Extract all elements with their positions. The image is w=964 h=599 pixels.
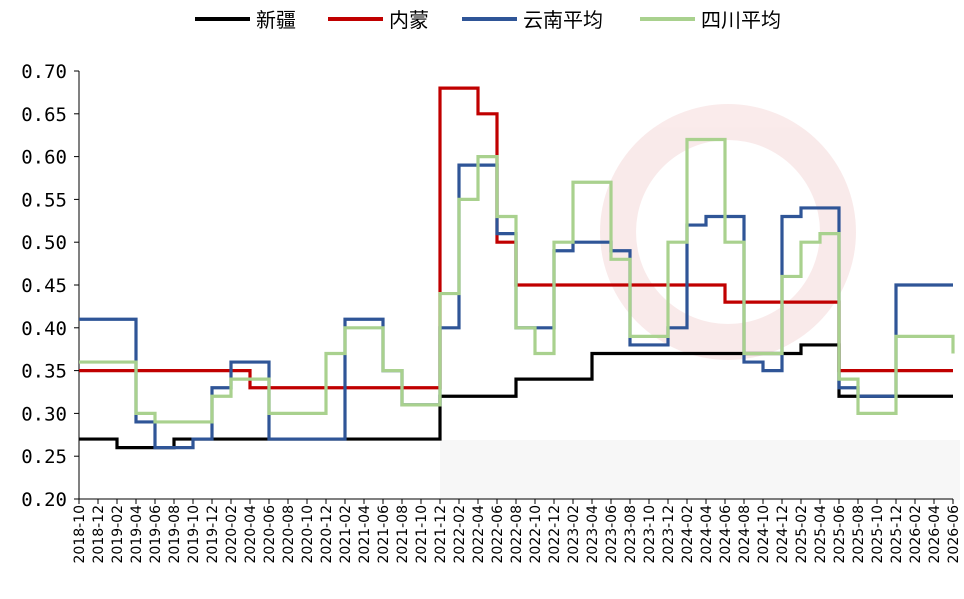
x-tick-label: 2020-06 (262, 505, 278, 564)
x-tick-label: 2020-10 (300, 505, 316, 564)
x-tick-label: 2024-04 (699, 505, 715, 564)
legend: 新疆 内蒙 云南平均 四川平均 (195, 8, 781, 32)
x-tick-label: 2022-02 (452, 505, 468, 564)
x-tick-label: 2019-04 (129, 505, 145, 564)
x-tick-label: 2023-08 (623, 505, 639, 564)
x-tick-label: 2021-10 (414, 505, 430, 564)
x-tick-label: 2024-12 (775, 505, 791, 564)
y-tick-label: 0.65 (21, 104, 67, 126)
y-tick-label: 0.30 (21, 403, 67, 425)
x-tick-label: 2022-08 (509, 505, 525, 564)
series-line-3 (79, 137, 955, 424)
legend-label-2: 云南平均 (523, 8, 603, 32)
x-tick-label: 2019-08 (167, 505, 183, 564)
x-tick-label: 2025-02 (794, 505, 810, 564)
x-tick-label: 2020-02 (224, 505, 240, 564)
x-tick-label: 2019-10 (186, 505, 202, 564)
x-tick-label: 2021-06 (376, 505, 392, 564)
y-tick-label: 0.40 (21, 318, 67, 340)
watermark-logo (440, 104, 960, 500)
y-tick-label: 0.25 (21, 446, 67, 468)
x-tick-label: 2025-12 (889, 505, 905, 564)
x-tick-label: 2019-02 (110, 505, 126, 564)
legend-label-3: 四川平均 (701, 8, 781, 32)
x-tick-label: 2020-04 (243, 505, 259, 564)
x-tick-label: 2025-06 (832, 505, 848, 564)
x-tick-label: 2023-04 (585, 505, 601, 564)
x-tick-label: 2022-10 (528, 505, 544, 564)
x-tick-label: 2019-12 (205, 505, 221, 564)
x-tick-label: 2021-04 (357, 505, 373, 564)
x-tick-label: 2025-10 (870, 505, 886, 564)
y-tick-label: 0.60 (21, 147, 67, 169)
x-tick-label: 2022-04 (471, 505, 487, 564)
x-tick-label: 2021-02 (338, 505, 354, 564)
x-tick-label: 2023-06 (604, 505, 620, 564)
x-tick-label: 2026-06 (946, 505, 962, 564)
x-tick-label: 2023-10 (642, 505, 658, 564)
x-tick-label: 2025-04 (813, 505, 829, 564)
x-tick-label: 2023-02 (566, 505, 582, 564)
x-tick-label: 2021-12 (433, 505, 449, 564)
x-tick-label: 2024-08 (737, 505, 753, 564)
x-axis: 2018-10 2018-12 2019-02 2019-04 2019-06 2019-… (72, 498, 962, 564)
legend-label-1: 内蒙 (389, 8, 429, 32)
y-tick-label: 0.20 (21, 489, 67, 511)
y-axis: 0.20 0.25 0.30 0.35 0.40 0.45 0.50 0.55 0.60 0.65… (21, 61, 80, 511)
y-tick-label: 0.70 (21, 61, 67, 83)
series-line-0 (79, 343, 953, 450)
x-tick-label: 2022-12 (547, 505, 563, 564)
y-tick-label: 0.50 (21, 232, 67, 254)
x-tick-label: 2020-12 (319, 505, 335, 564)
x-tick-label: 2026-04 (927, 505, 943, 564)
x-tick-label: 2020-08 (281, 505, 297, 564)
series-line-1 (79, 86, 953, 390)
x-tick-label: 2019-06 (148, 505, 164, 564)
x-tick-label: 2024-06 (718, 505, 734, 564)
x-tick-label: 2023-12 (661, 505, 677, 564)
x-tick-label: 2018-12 (91, 505, 107, 564)
y-tick-label: 0.45 (21, 275, 67, 297)
x-tick-label: 2026-02 (908, 505, 924, 564)
plot-area (79, 86, 955, 450)
x-tick-label: 2024-10 (756, 505, 772, 564)
x-tick-label: 2021-08 (395, 505, 411, 564)
legend-label-0: 新疆 (256, 8, 296, 32)
x-tick-label: 2025-08 (851, 505, 867, 564)
x-tick-label: 2018-10 (72, 505, 88, 564)
y-tick-label: 0.55 (21, 189, 67, 211)
x-tick-label: 2024-02 (680, 505, 696, 564)
x-tick-label: 2022-06 (490, 505, 506, 564)
y-tick-label: 0.35 (21, 361, 67, 383)
